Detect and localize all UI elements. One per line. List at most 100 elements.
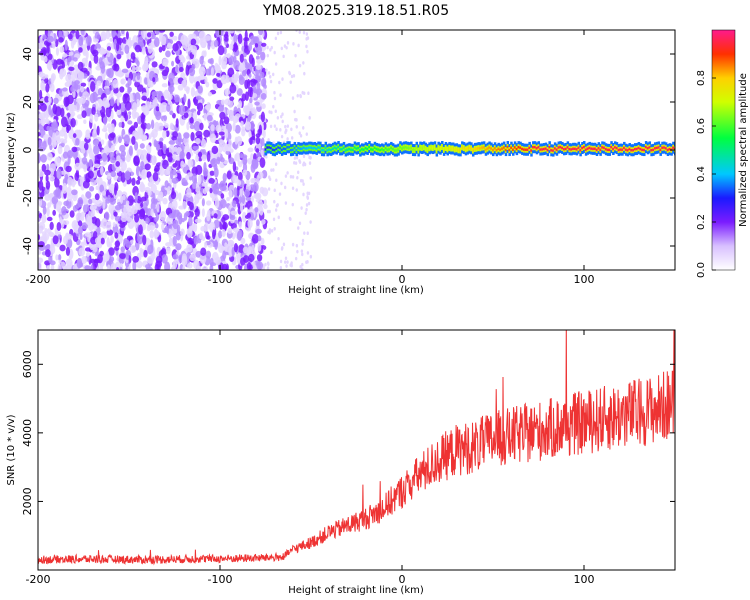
noise-blob <box>248 42 253 51</box>
noise-blob <box>253 182 259 192</box>
noise-blob <box>127 120 133 125</box>
noise-blob <box>42 140 47 150</box>
noise-blob <box>189 117 194 124</box>
noise-blob <box>106 50 111 58</box>
noise-blob <box>289 80 292 84</box>
carrier-core <box>304 147 308 150</box>
colorbar-gradient <box>712 30 735 270</box>
colorbar-label: Normalized spectral amplitude <box>738 73 749 227</box>
noise-blob <box>176 212 183 220</box>
noise-blob <box>284 174 288 178</box>
carrier-core <box>337 145 340 149</box>
noise-blob <box>207 91 213 97</box>
noise-blob <box>237 160 241 166</box>
carrier-core <box>562 148 566 151</box>
noise-blob <box>100 237 105 245</box>
noise-blob <box>56 168 62 180</box>
noise-blob <box>41 214 47 224</box>
noise-blob <box>64 132 68 141</box>
noise-blob <box>142 63 149 72</box>
noise-blob <box>151 61 158 68</box>
spectrogram-y-tick-label: 0 <box>21 147 34 154</box>
carrier-core <box>663 146 666 149</box>
noise-blob <box>272 104 275 109</box>
noise-blob <box>228 57 232 62</box>
noise-blob <box>94 193 100 201</box>
noise-blob <box>184 142 190 152</box>
noise-blob <box>85 252 91 257</box>
noise-blob <box>296 249 299 254</box>
noise-blob <box>125 31 129 40</box>
noise-blob <box>191 173 197 184</box>
carrier-core <box>411 148 415 152</box>
noise-blob <box>259 157 266 168</box>
noise-blob <box>224 144 232 152</box>
carrier-core <box>331 147 335 151</box>
noise-blob <box>102 190 106 196</box>
noise-blob <box>214 62 219 72</box>
noise-blob <box>188 67 196 77</box>
carrier-core <box>597 146 601 150</box>
carrier-core <box>666 148 670 152</box>
noise-blob <box>92 244 98 253</box>
noise-blob <box>83 164 88 173</box>
carrier-core <box>360 148 364 151</box>
carrier-core <box>572 147 575 151</box>
noise-blob <box>227 227 233 235</box>
noise-blob <box>240 257 246 266</box>
noise-blob <box>238 76 245 85</box>
noise-blob <box>90 197 97 204</box>
noise-blob <box>195 95 202 101</box>
noise-blob <box>91 216 98 224</box>
noise-blob <box>63 30 68 38</box>
noise-blob <box>283 185 287 190</box>
noise-blob <box>216 156 221 165</box>
noise-blob <box>110 263 117 270</box>
noise-blob <box>186 122 190 131</box>
noise-blob <box>129 245 137 254</box>
noise-blob <box>306 36 310 40</box>
noise-blob <box>298 160 302 164</box>
noise-blob <box>124 100 132 111</box>
spectrogram-y-tick-label: -20 <box>21 189 34 207</box>
noise-blob <box>46 125 51 132</box>
carrier-core <box>519 146 522 149</box>
noise-blob <box>203 129 211 138</box>
noise-blob <box>256 254 263 262</box>
noise-blob <box>62 87 68 92</box>
noise-blob <box>266 266 270 270</box>
noise-blob <box>291 186 295 191</box>
noise-blob <box>298 63 302 68</box>
noise-blob <box>292 74 296 78</box>
noise-blob <box>115 266 120 270</box>
noise-blob <box>77 226 83 235</box>
noise-blob <box>92 49 99 57</box>
noise-blob <box>301 267 304 270</box>
noise-blob <box>104 88 111 95</box>
noise-blob <box>214 256 222 266</box>
noise-blob <box>247 219 253 229</box>
noise-blob <box>67 192 73 202</box>
noise-blob <box>156 145 160 151</box>
noise-blob <box>153 37 160 48</box>
noise-blob <box>56 58 63 65</box>
noise-blob <box>308 155 311 160</box>
noise-blob <box>39 112 47 118</box>
carrier-core <box>375 147 379 151</box>
noise-blob <box>140 30 147 39</box>
chart-title: YM08.2025.319.18.51.R05 <box>262 3 449 19</box>
noise-blob <box>101 128 108 133</box>
noise-blob <box>172 131 178 139</box>
noise-blob <box>83 142 89 151</box>
carrier-core <box>308 146 311 149</box>
noise-blob <box>285 264 288 268</box>
noise-blob <box>210 157 218 168</box>
carrier-core <box>346 148 349 151</box>
carrier-core <box>279 146 282 150</box>
noise-blob <box>152 171 159 182</box>
noise-blob <box>245 107 250 117</box>
noise-blob <box>38 152 41 164</box>
noise-blob <box>50 260 56 266</box>
noise-blob <box>294 117 297 122</box>
carrier-core <box>668 148 672 151</box>
